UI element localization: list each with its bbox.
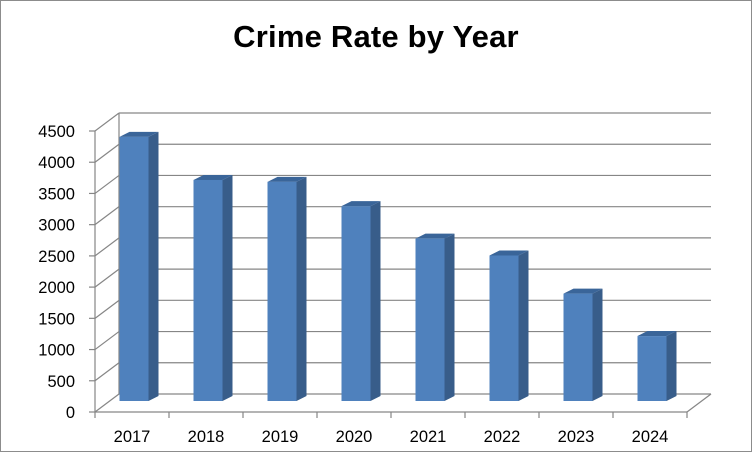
y-tick-label: 2000 [38,279,75,297]
x-tick-label: 2024 [632,428,669,446]
bar-front-face [415,238,445,401]
bar-front-face [489,255,519,401]
bar-front-face [341,206,371,401]
bars [119,131,677,402]
y-tick-label: 1000 [38,342,75,360]
x-tick-labels: 2017 2018 2019 2020 2021 2022 2023 2024 [114,428,669,446]
gridline-side [94,299,120,319]
floor-right-edge [686,393,712,413]
y-tick-label: 0 [66,404,75,422]
bar-front-face [267,181,297,401]
bar [341,201,381,401]
bar-top-face [267,176,307,182]
x-tick-label: 2020 [336,428,373,446]
bar [489,250,529,401]
bar-top-face [341,201,381,207]
bar-front-face [637,336,667,401]
gridline-side [94,174,120,194]
y-tick-label: 3000 [38,217,75,235]
axes [89,113,712,418]
y-tick-label: 3500 [38,185,75,203]
bar-side-face [518,250,529,401]
gridline-side [94,393,120,413]
bar [415,233,455,401]
bar-front-face [193,179,223,401]
bar [637,331,677,401]
y-tick-label: 2500 [38,248,75,266]
bar-front-face [119,136,149,402]
gridline-side [94,237,120,257]
chart-title: Crime Rate by Year [233,19,519,54]
bar-top-face [563,288,603,294]
bar-top-face [119,131,159,137]
x-tick-label: 2018 [188,428,225,446]
gridline-side [94,112,120,132]
y-tick-labels: 0 500 1000 1500 2000 2500 3000 3500 4000 4500 [38,123,75,422]
bar [119,131,159,402]
bar-top-face [415,233,455,239]
x-tick-label: 2022 [484,428,521,446]
gridlines [94,112,711,413]
bar-side-face [592,288,603,401]
y-tick-label: 4000 [38,154,75,172]
bar-front-face [563,293,593,401]
bar-side-face [148,131,159,402]
gridline-side [94,268,120,288]
x-tick-label: 2021 [410,428,447,446]
bar-top-face [193,174,233,180]
y-tick-label: 1500 [38,310,75,328]
bar-side-face [370,201,381,401]
gridline-side [94,143,120,163]
y-tick-label: 4500 [38,123,75,141]
x-tick-label: 2017 [114,428,151,446]
bar-side-face [296,176,307,401]
bar-top-face [489,250,529,256]
gridline-side [94,362,120,382]
gridline-side [94,331,120,351]
bar-top-face [637,331,677,337]
bar [563,288,603,401]
bar-side-face [222,174,233,401]
bar [193,174,233,401]
bar-side-face [444,233,455,401]
bar [267,176,307,401]
x-tick-label: 2019 [262,428,299,446]
y-tick-label: 500 [47,373,75,391]
x-tick-label: 2023 [558,428,595,446]
gridline-side [94,206,120,226]
bar-side-face [666,331,677,401]
